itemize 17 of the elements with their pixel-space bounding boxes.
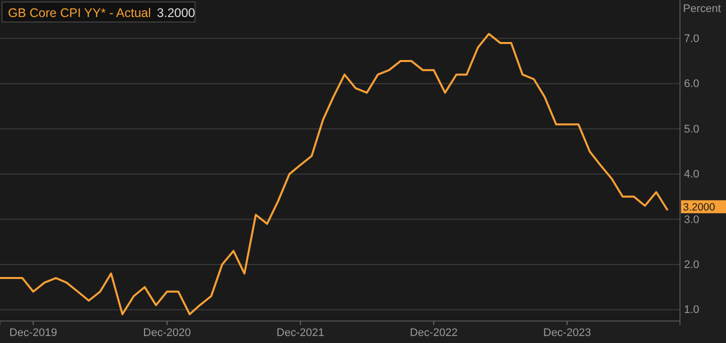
y-tick-label: 4.0 (684, 168, 700, 181)
y-tick-label: 3.0 (684, 214, 700, 226)
x-tick-label: Dec-2022 (410, 326, 458, 339)
y-axis-title: Percent (683, 3, 721, 15)
y-tick-label: 1.0 (684, 304, 700, 316)
line-series (0, 32, 669, 316)
y-tick-label: 6.0 (684, 78, 700, 90)
data-label: 3.2000 (683, 202, 716, 214)
text: 3.2000 (156, 6, 196, 20)
x-tick-label: Dec-2023 (543, 326, 591, 339)
x-tick-label: Dec-2019 (9, 326, 58, 339)
y-tick-label: 5.0 (684, 123, 700, 136)
y-tick-label: 2.0 (684, 259, 700, 272)
text: GB Core CPI YY* - Actual (8, 6, 151, 20)
x-tick-label: Dec-2020 (143, 326, 191, 339)
y-tick-label: 7.0 (684, 32, 700, 45)
x-tick-label: Dec-2021 (276, 326, 324, 339)
